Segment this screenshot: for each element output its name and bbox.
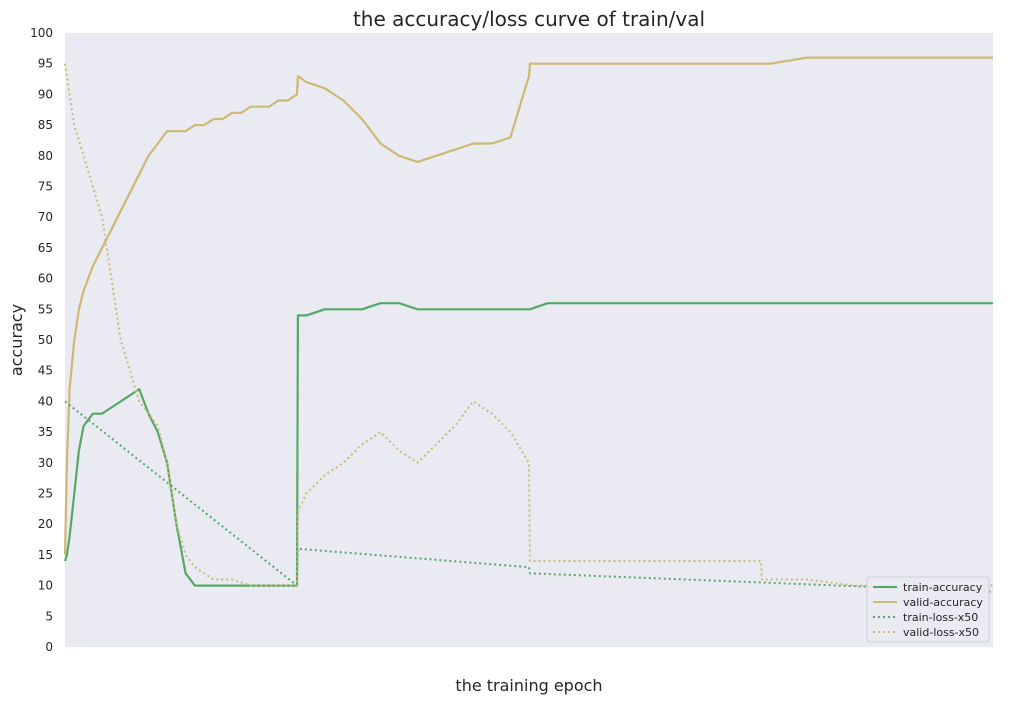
legend: train-accuracy valid-accuracy train-loss-x… [866, 576, 990, 643]
y-tick-label: 80 [38, 149, 53, 163]
y-tick-label: 65 [38, 241, 53, 255]
series-layer [63, 56, 994, 593]
y-tick-label: 85 [38, 118, 53, 132]
y-tick-label: 50 [38, 333, 53, 347]
chart-title: the accuracy/loss curve of train/val [353, 7, 705, 31]
y-tick-label: 70 [38, 210, 53, 224]
y-tick-label: 25 [38, 487, 53, 501]
y-tick-label: 100 [30, 26, 53, 40]
x-axis-label: the training epoch [455, 676, 602, 695]
legend-box [866, 576, 990, 643]
series-line-train-accuracy [63, 302, 993, 587]
y-tick-label: 60 [38, 272, 53, 286]
legend-label-valid-loss-x50: valid-loss-x50 [903, 626, 979, 639]
y-tick-label: 90 [38, 87, 53, 101]
y-tick-label: 5 [45, 609, 53, 623]
legend-label-valid-accuracy: valid-accuracy [903, 596, 983, 609]
y-tick-label: 20 [38, 517, 53, 531]
y-tick-label: 10 [38, 579, 53, 593]
y-axis-label: accuracy [7, 304, 26, 376]
y-tick-label: 95 [38, 57, 53, 71]
series-line-train-loss-x50 [64, 400, 994, 593]
y-axis-ticks: 0 5 10 15 20 25 30 35 40 45 50 55 60 65 70 75 80 85 90 95 10… [30, 26, 53, 654]
y-tick-label: 30 [38, 456, 53, 470]
y-tick-label: 55 [38, 302, 53, 316]
legend-label-train-loss-x50: train-loss-x50 [903, 611, 978, 624]
legend-label-train-accuracy: train-accuracy [903, 581, 983, 594]
series-line-valid-accuracy [63, 56, 993, 555]
y-tick-label: 40 [38, 394, 53, 408]
y-tick-label: 75 [38, 180, 53, 194]
y-tick-label: 0 [45, 640, 53, 654]
y-tick-label: 15 [38, 548, 53, 562]
y-tick-label: 45 [38, 364, 53, 378]
y-tick-label: 35 [38, 425, 53, 439]
